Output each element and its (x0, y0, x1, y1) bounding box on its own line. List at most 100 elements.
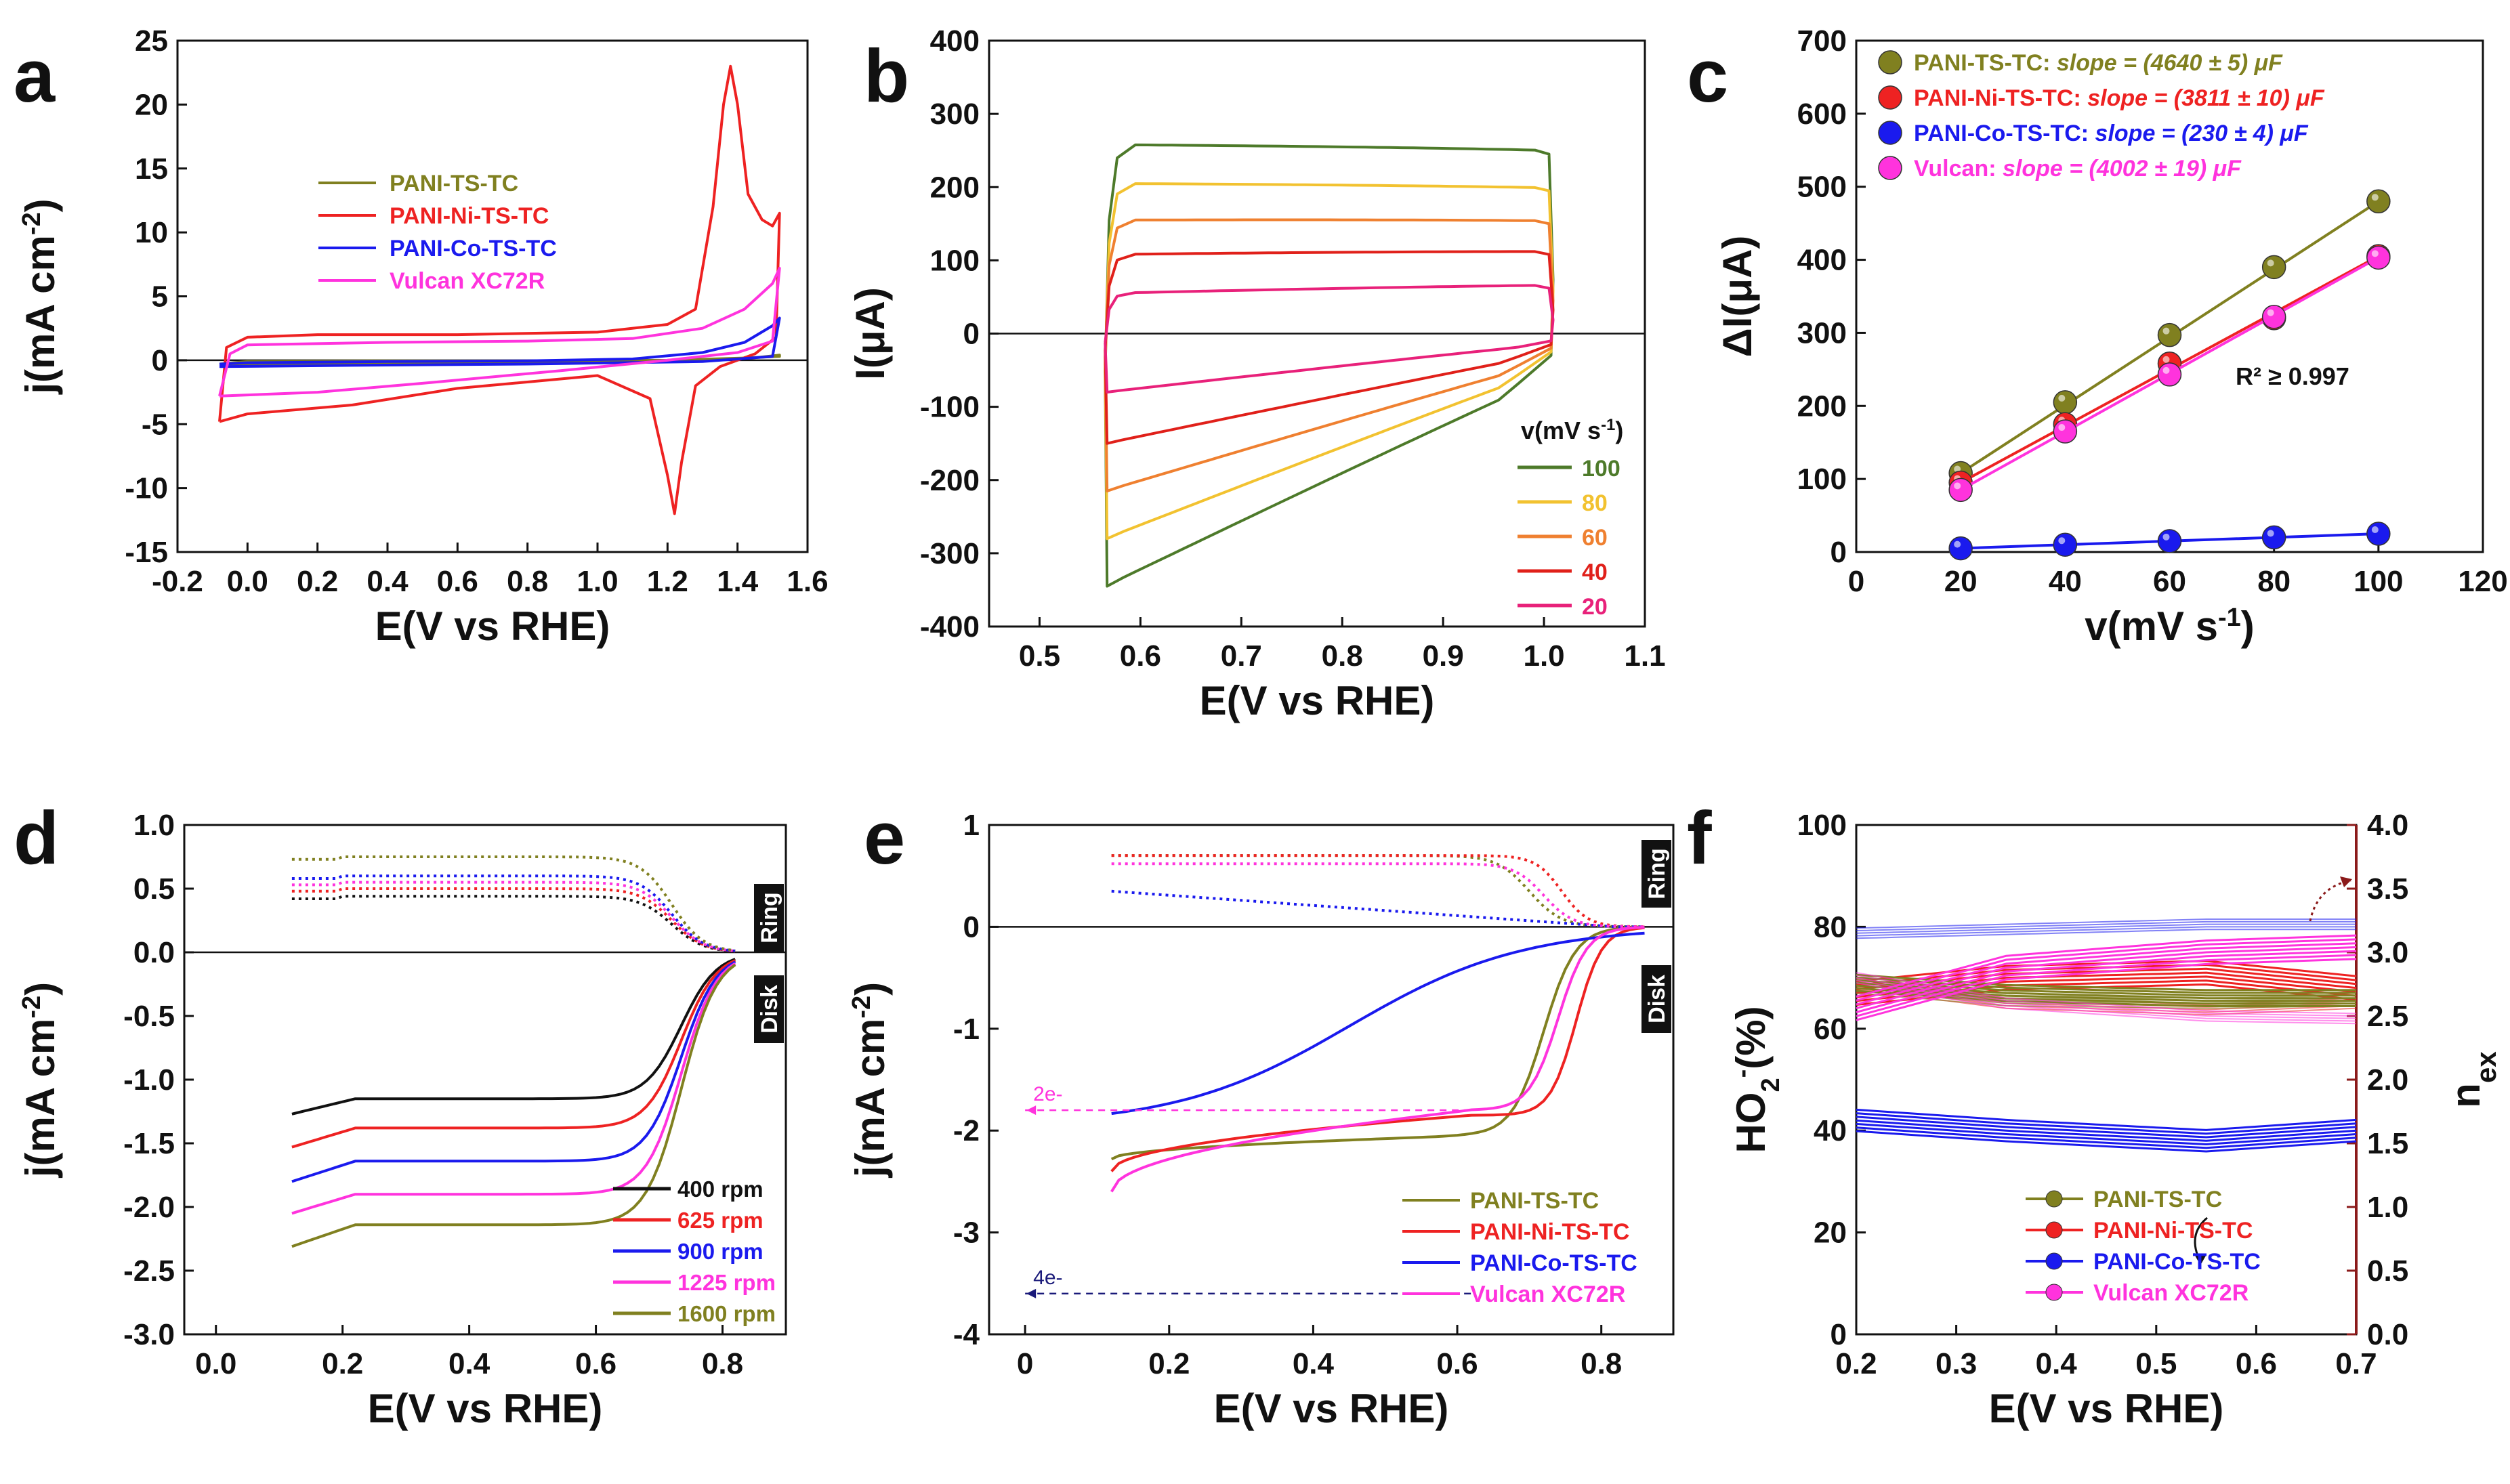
data-point (2157, 529, 2182, 553)
y-tick-label: -10 (125, 472, 168, 505)
ring-vulcan-xc72r (1111, 862, 1645, 929)
x-tick-label: 1.4 (717, 565, 759, 598)
legend-label: 400 rpm (677, 1176, 764, 1202)
disk-pani-ts-tc (1110, 925, 1645, 1161)
x-tick-label: 0.8 (702, 1347, 743, 1380)
ho2-band-co (1856, 1119, 2357, 1142)
x-tick-label: 0.8 (1322, 639, 1363, 673)
legend-marker (2045, 1190, 2063, 1208)
y-tick-label: -2 (953, 1114, 980, 1147)
panel-label-f: f (1687, 797, 1712, 880)
ho2-band-vulcan (1856, 946, 2357, 1010)
data-point (2366, 522, 2391, 546)
x-tick-label: 0.4 (367, 565, 409, 598)
data-point (2366, 189, 2391, 214)
cv-100-mv (1104, 143, 1555, 588)
ho2-band-tc (1856, 976, 2356, 994)
x-tick-label: 1.1 (1624, 639, 1665, 673)
data-point (1948, 536, 1973, 561)
y-tick-label: 600 (1797, 98, 1847, 131)
y-right-tick-label: 1.0 (2367, 1191, 2408, 1224)
plot-frame (176, 39, 809, 553)
x-tick-label: 1.2 (647, 565, 688, 598)
point-highlight (2162, 533, 2170, 540)
point-highlight (2058, 537, 2066, 545)
legend-label: 1600 rpm (677, 1301, 776, 1326)
ring-pani-co-ts-tc (1111, 889, 1645, 929)
side-tag-box (754, 884, 784, 952)
ho2-band-co (1856, 1126, 2357, 1149)
y-tick-label: -200 (920, 464, 980, 497)
y-tick-label: 300 (1797, 316, 1847, 349)
point-highlight (2371, 526, 2379, 534)
ring-pani-ni-ts-tc (1111, 854, 1645, 929)
legend-label: 900 rpm (677, 1239, 764, 1264)
y-tick-label: -2.5 (123, 1254, 175, 1288)
x-tick-label: 0.2 (1835, 1347, 1877, 1380)
ref-arrowhead (1026, 1105, 1037, 1116)
y-tick-label: -400 (920, 610, 980, 643)
x-axis-label: E(V vs RHE) (375, 603, 610, 649)
legend-label: Vulcan XC72R (2093, 1280, 2248, 1306)
y-tick-label: 200 (1797, 389, 1847, 423)
panel-b: 0.5 0.6 0.7 0.8 0.9 1.0 1.1 -400 -300 -200 -100 0 10… (848, 24, 1666, 723)
nex-band-vulcan (1856, 982, 2357, 1025)
y-tick-label: -300 (920, 537, 980, 570)
x-tick-label: 0.5 (2135, 1347, 2177, 1380)
disk-pani-ni-ts-tc (1110, 926, 1645, 1172)
x-tick-label: 0.0 (195, 1347, 236, 1380)
y-tick-label: 0.0 (133, 936, 175, 969)
ho2-band-co (1856, 1112, 2357, 1135)
cv-80-mv (1104, 182, 1555, 540)
legend-label: PANI-Ni-TS-TC (1470, 1219, 1629, 1245)
legend-label: PANI-Co-TS-TC (390, 236, 557, 261)
y-tick-label: 10 (135, 216, 168, 249)
x-tick-label: 0.7 (1221, 639, 1262, 673)
legend-label: PANI-Ni-TS-TC: slope = (3811 ± 10) μF (1914, 85, 2325, 111)
point-highlight (2058, 394, 2066, 402)
legend-label: 1225 rpm (677, 1270, 776, 1295)
x-tick-label: 0.9 (1423, 639, 1464, 673)
point-highlight (2058, 424, 2066, 431)
panel-label-d: d (14, 797, 59, 880)
y-tick-label: 100 (1797, 809, 1847, 842)
legend-label: PANI-TS-TC: slope = (4640 ± 5) μF (1914, 50, 2283, 76)
data-point (1948, 478, 1973, 503)
ref-label: 2e- (1033, 1083, 1062, 1105)
disk-625-rpm (291, 959, 736, 1149)
legend-label: 80 (1582, 490, 1608, 516)
legend-title: v(mV s-1) (1521, 416, 1623, 445)
point-highlight (2162, 366, 2170, 374)
y-tick-label: 1 (963, 809, 980, 842)
data-point (2053, 390, 2078, 415)
y-tick-label: -5 (142, 408, 168, 441)
legend-marker (2045, 1252, 2063, 1270)
ring-400-rpm (291, 895, 736, 953)
ho2-band-co (1856, 1122, 2357, 1145)
x-tick-label: 0.4 (1293, 1347, 1335, 1380)
x-tick-label: 60 (2153, 565, 2186, 598)
y-axis-label: ΔI(μA) (1715, 236, 1760, 358)
data-point (2053, 419, 2078, 444)
legend-label: 625 rpm (677, 1208, 764, 1233)
y-tick-label: -0.5 (123, 1000, 175, 1033)
x-tick-label: 20 (1944, 565, 1978, 598)
side-tag-ring: Ring (1644, 848, 1670, 899)
panel-d: 0.0 0.2 0.4 0.6 0.8 -3.0 -2.5 -2.0 -1.5 -1.0 -0.5 0… (18, 809, 787, 1431)
point-highlight (2162, 327, 2170, 335)
x-tick-label: 0.6 (1120, 639, 1161, 673)
y-tick-label: 25 (135, 24, 168, 58)
legend-marker (2045, 1221, 2063, 1239)
cv-20-mv (1104, 284, 1555, 394)
ref-arrowhead (1026, 1288, 1037, 1298)
nex-band-co (1856, 918, 2356, 929)
ho2-band-vulcan (1856, 954, 2357, 1017)
legend-label: Vulcan XC72R (1470, 1281, 1625, 1307)
x-axis-label: E(V vs RHE) (368, 1386, 603, 1431)
r-squared-annotation: R² ≥ 0.997 (2236, 362, 2349, 390)
legend-marker (1878, 85, 1902, 110)
nex-band-vulcan (1856, 979, 2357, 1022)
point-highlight (2162, 356, 2170, 363)
x-tick-label: 0.3 (1936, 1347, 1977, 1380)
